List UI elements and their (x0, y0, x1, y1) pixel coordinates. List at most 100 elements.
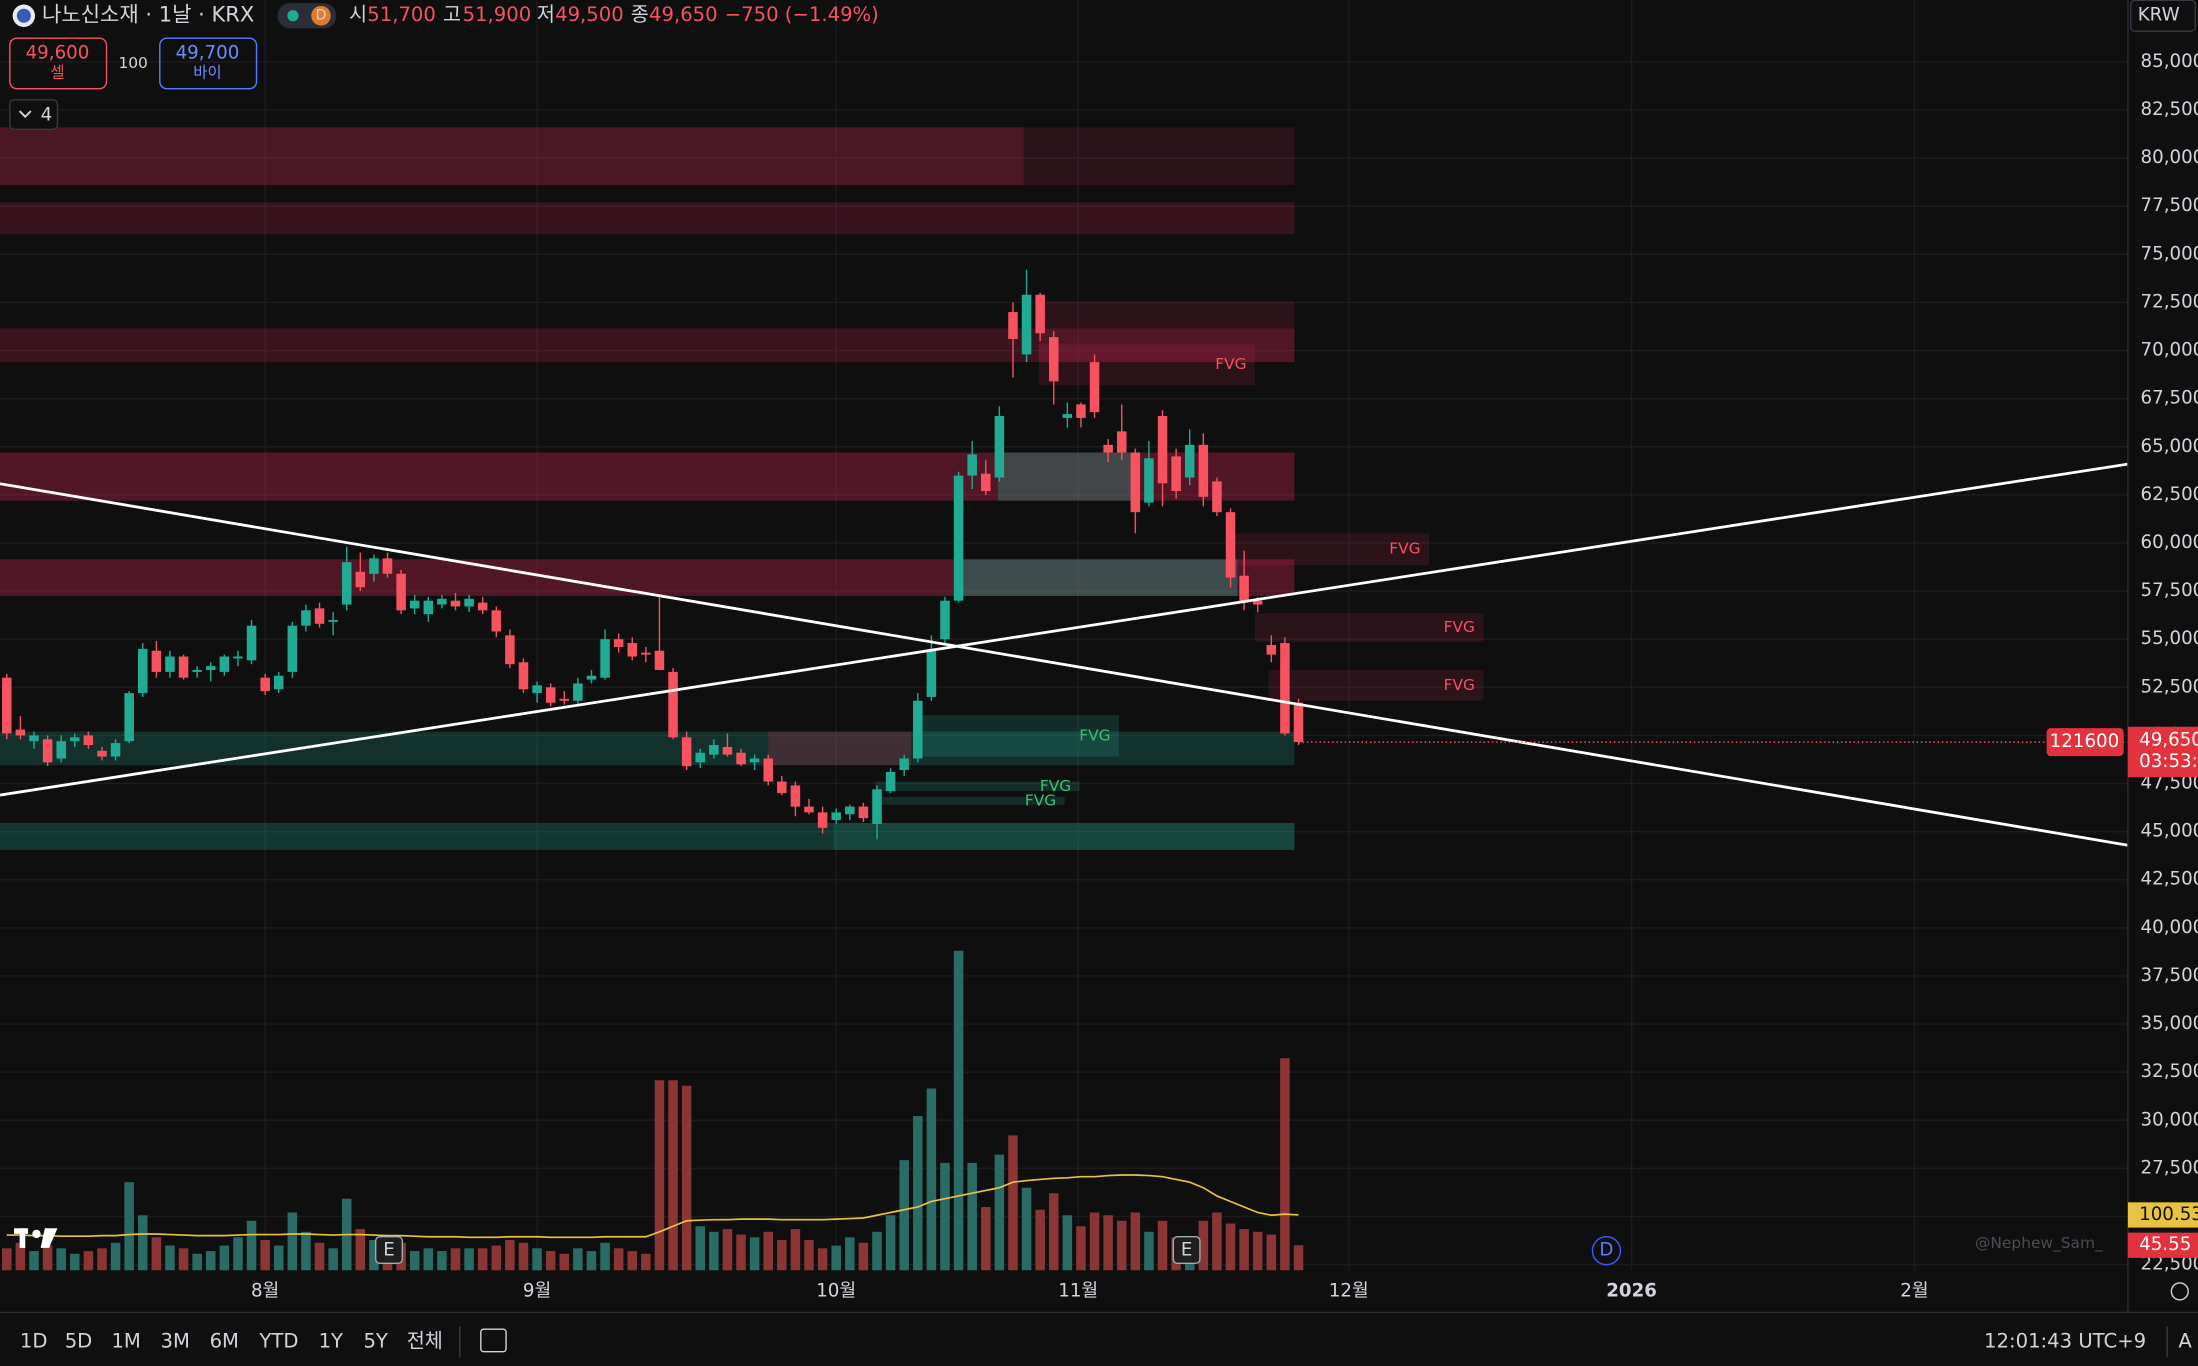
volume-bar (1035, 1209, 1045, 1271)
candle-body (858, 806, 869, 819)
buy-button[interactable]: 49,700 바이 (159, 37, 258, 90)
candle-body (1252, 600, 1263, 605)
earnings-label[interactable]: E (383, 1240, 395, 1261)
settings-icon[interactable] (2170, 1282, 2189, 1301)
candle-body (709, 745, 719, 755)
badge (311, 5, 331, 26)
currency[interactable]: KRW (2138, 5, 2180, 26)
volume-bar (355, 1229, 366, 1271)
ma-value: 100.53 (2139, 1204, 2198, 1225)
volume-bar (328, 1248, 338, 1271)
countdown: 03:53:1 (2139, 751, 2198, 772)
candle-body (341, 562, 352, 605)
volume-bar (777, 1240, 787, 1271)
dividend-marker[interactable] (1591, 1236, 1622, 1266)
volume-bar (273, 1245, 284, 1271)
buy-box[interactable] (159, 37, 258, 90)
zone (998, 452, 1133, 501)
candle-body (409, 600, 420, 609)
y-tick-label: 37,500 (2141, 965, 2198, 986)
candle-body (1280, 643, 1290, 734)
zone-label: FVG (1040, 777, 1071, 795)
x-axis: 8월 9월 10월 11월 12월 2026 2월 (251, 1280, 1929, 1301)
candle-body (1130, 452, 1141, 513)
dividend-label[interactable]: D (1599, 1240, 1613, 1261)
sell-price[interactable]: 49,600 (26, 43, 90, 64)
volume-bar (1212, 1212, 1222, 1271)
adjust[interactable]: A (2178, 1329, 2192, 1352)
buy-price[interactable]: 49,700 (176, 43, 240, 64)
volume-bar (613, 1248, 624, 1271)
earnings-marker[interactable] (1172, 1236, 1201, 1265)
y-tick-label: 47,500 (2141, 773, 2198, 794)
volume-bar (654, 1080, 665, 1271)
logo (16, 8, 31, 23)
zone-label: FVG (1389, 540, 1420, 558)
toolbar: 1D 5D 1M 3M 6M YTD 1Y 5Y 전체 (20, 1329, 443, 1352)
volume-bar (1144, 1231, 1154, 1271)
volume-bar (1157, 1220, 1168, 1271)
y-tick-label: 75,000 (2141, 243, 2198, 264)
volume-bar (15, 1242, 26, 1271)
volume-bar (450, 1248, 461, 1271)
candle-body (301, 610, 311, 626)
candle-body (97, 750, 107, 757)
buy-label[interactable]: 바이 (193, 64, 221, 82)
earnings-marker[interactable] (374, 1236, 404, 1265)
status-dot (287, 10, 299, 22)
volume-bar (1280, 1058, 1290, 1271)
sell-button[interactable]: 49,600 셀 (9, 37, 108, 90)
zone (0, 731, 1295, 766)
y-tick-label: 80,000 (2141, 147, 2198, 168)
candle-body (165, 656, 175, 672)
zone (0, 822, 1295, 850)
zone-label: FVG (1079, 726, 1110, 744)
indicator-toggle[interactable]: 4 (9, 99, 59, 130)
y-tick-label: 72,500 (2141, 291, 2198, 312)
chevron[interactable] (18, 110, 32, 119)
candle-body (2, 677, 12, 734)
sell-box[interactable] (9, 37, 108, 90)
range-button[interactable]: 5Y (363, 1329, 388, 1352)
range-button[interactable]: YTD (258, 1329, 298, 1352)
indicator-count[interactable]: 4 (41, 104, 53, 125)
volume-bar (1103, 1215, 1113, 1271)
indicator-box[interactable] (9, 99, 59, 130)
volume-bar (994, 1154, 1005, 1271)
candle-body (722, 746, 733, 755)
volume-bar (545, 1251, 556, 1271)
earnings-label[interactable]: E (1181, 1240, 1193, 1261)
volume-bar (845, 1237, 855, 1271)
trendline (0, 482, 2128, 847)
sell-label[interactable]: 셀 (50, 64, 64, 82)
volume-bar (817, 1248, 828, 1271)
zone (957, 559, 1238, 596)
range-button[interactable]: 5D (65, 1329, 93, 1352)
volume-bar (409, 1251, 420, 1271)
candle-body (1035, 294, 1045, 334)
logo-part (32, 1229, 41, 1239)
candle-body (42, 739, 53, 763)
candle-body (981, 473, 991, 492)
volume-bar (423, 1248, 434, 1271)
close: 49,650 (649, 3, 718, 26)
y-tick-label: 30,000 (2141, 1109, 2198, 1130)
candle-body (573, 683, 583, 701)
range-button[interactable]: 1D (20, 1329, 48, 1352)
range-button[interactable]: 3M (161, 1329, 190, 1352)
candle-body (273, 675, 284, 690)
volume-bar (1225, 1223, 1236, 1271)
volume-bar (56, 1248, 66, 1271)
range-button[interactable]: 1M (111, 1329, 140, 1352)
volume-bar (205, 1251, 216, 1271)
y-tick-label: 85,000 (2141, 51, 2198, 72)
y-axis: 22,50025,00027,50030,00032,50035,00037,5… (2141, 51, 2198, 1275)
currency-box[interactable] (2130, 0, 2196, 32)
range-button[interactable]: 6M (210, 1329, 239, 1352)
range-button[interactable]: 1Y (319, 1329, 344, 1352)
range-button[interactable]: 전체 (407, 1329, 443, 1352)
date-range-icon[interactable] (480, 1328, 507, 1353)
change: −750 (−1.49%) (725, 3, 879, 26)
y-tick-label: 77,500 (2141, 195, 2198, 216)
volume-bar (1266, 1234, 1277, 1271)
